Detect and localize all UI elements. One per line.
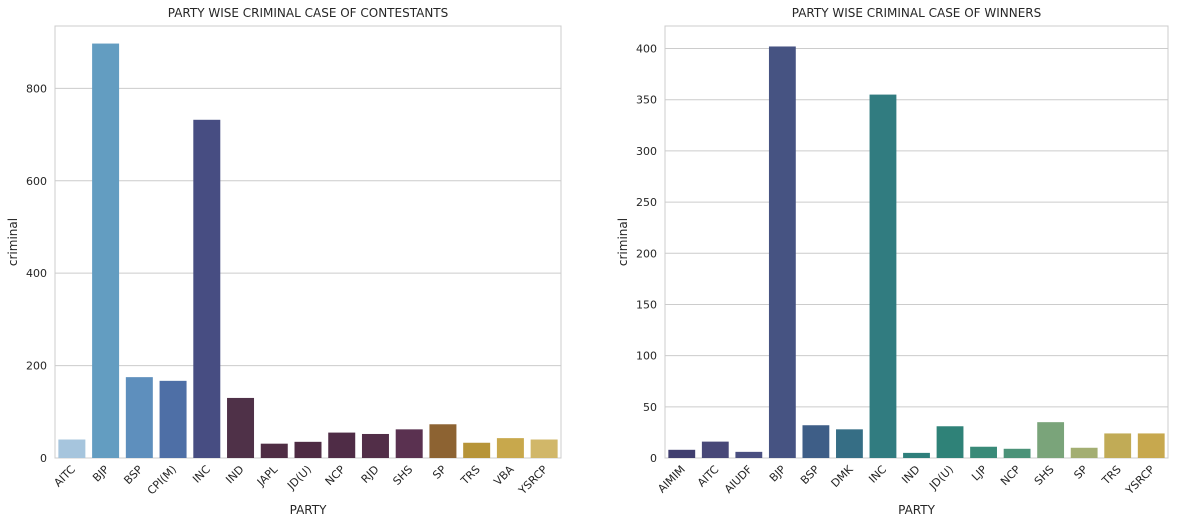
- bar: [701, 441, 729, 458]
- x-tick-label: IND: [223, 463, 246, 486]
- y-tick-label: 100: [636, 350, 657, 363]
- x-tick-label: NCP: [323, 463, 348, 488]
- y-tick-label: 250: [636, 196, 657, 209]
- y-tick-label: 800: [26, 82, 47, 95]
- x-tick-label: YSRCP: [516, 463, 551, 498]
- bar: [193, 119, 221, 458]
- x-tick-label: YSRCP: [1123, 463, 1158, 498]
- winners-chart: 0 50 100 150 200 250 300 350 400 AIMIM AITC AIUDF BJ…: [616, 6, 1169, 517]
- bar: [463, 442, 491, 458]
- y-tick-label: 200: [26, 360, 47, 373]
- x-tick-label: SHS: [390, 463, 415, 488]
- bar: [159, 380, 187, 458]
- contestants-chart: 0 200 400 600 800 AITC BJP BSP CPI(M) INC IND JAPL J…: [6, 6, 562, 517]
- x-tick-label: JAPL: [254, 462, 281, 489]
- bar: [802, 425, 830, 458]
- bar: [869, 94, 897, 458]
- x-tick-label: AIMIM: [655, 463, 688, 496]
- bar: [903, 452, 930, 458]
- bar: [496, 438, 524, 458]
- plot-frame: [664, 25, 1169, 459]
- x-tick-label: AITC: [51, 463, 78, 490]
- bar: [125, 377, 153, 458]
- y-tick-label: 200: [636, 247, 657, 260]
- x-tick-label: JD(U): [926, 463, 956, 493]
- x-tick-label: BJP: [90, 463, 112, 485]
- x-tick-label: LJP: [969, 463, 990, 484]
- y-tick-label: 400: [26, 267, 47, 280]
- bar: [260, 443, 288, 458]
- bar: [429, 424, 457, 458]
- x-tick-label: IND: [899, 463, 922, 486]
- x-tick-label: AITC: [695, 463, 722, 490]
- bar: [227, 397, 255, 458]
- x-tick-label: JD(U): [284, 463, 314, 493]
- x-tick-label: VBA: [491, 463, 517, 489]
- bar: [1104, 433, 1132, 458]
- x-tick-label: TRS: [458, 463, 483, 488]
- x-tick-label: SP: [430, 463, 449, 482]
- x-axis-label: PARTY: [898, 503, 935, 517]
- bar: [395, 429, 423, 458]
- bar: [361, 433, 389, 458]
- x-tick-label: INC: [190, 463, 213, 486]
- x-tick-label: NCP: [998, 463, 1023, 488]
- x-tick-label: BSP: [121, 463, 145, 487]
- y-axis-label: criminal: [6, 218, 20, 266]
- y-tick-label: 300: [636, 145, 657, 158]
- chart-title: PARTY WISE CRIMINAL CASE OF CONTESTANTS: [168, 6, 449, 20]
- bar: [1137, 433, 1165, 458]
- x-tick-label: CPI(M): [145, 463, 179, 497]
- y-tick-label: 0: [650, 452, 657, 465]
- x-tick-label: SHS: [1032, 463, 1057, 488]
- y-tick-label: 150: [636, 298, 657, 311]
- x-tick-label: DMK: [829, 462, 857, 490]
- bar: [936, 426, 964, 458]
- x-tick-label: SP: [1071, 463, 1090, 482]
- bar: [92, 43, 120, 458]
- y-tick-label: 400: [636, 43, 657, 56]
- x-tick-label: INC: [866, 463, 889, 486]
- y-tick-label: 50: [643, 401, 657, 414]
- y-tick-label: 600: [26, 175, 47, 188]
- bar: [735, 451, 763, 458]
- y-axis-label: criminal: [616, 218, 630, 266]
- bar: [328, 432, 356, 458]
- bar: [668, 449, 696, 458]
- bar: [970, 446, 997, 458]
- bar: [1037, 422, 1065, 458]
- bar: [768, 46, 796, 458]
- bar: [58, 439, 86, 458]
- x-tick-label: BJP: [767, 463, 789, 485]
- x-axis-label: PARTY: [290, 503, 327, 517]
- x-tick-label: RJD: [359, 463, 382, 486]
- y-tick-label: 350: [636, 94, 657, 107]
- x-tick-label: AIUDF: [722, 463, 755, 496]
- bar: [530, 439, 558, 458]
- bar: [294, 441, 322, 458]
- x-tick-label: BSP: [798, 463, 822, 487]
- bar: [1070, 447, 1098, 458]
- bar: [1003, 448, 1031, 458]
- x-tick-label: TRS: [1099, 463, 1124, 488]
- y-tick-label: 0: [40, 452, 47, 465]
- chart-title: PARTY WISE CRIMINAL CASE OF WINNERS: [792, 6, 1042, 20]
- bar: [836, 429, 863, 458]
